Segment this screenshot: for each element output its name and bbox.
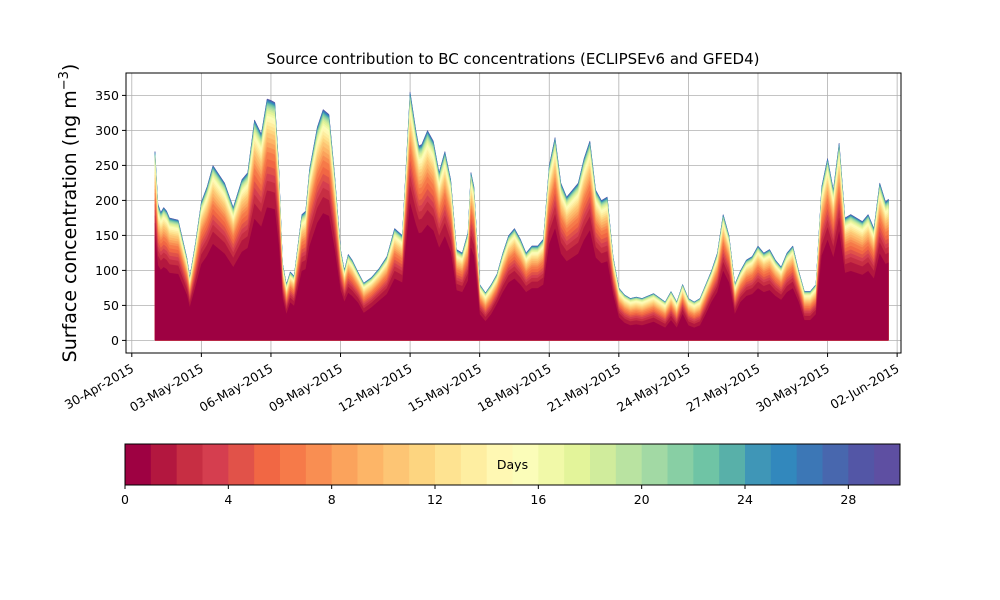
colorbar-tick-label: 0 [121, 492, 129, 507]
y-tick-label: 50 [103, 298, 119, 313]
colorbar-swatch [719, 444, 746, 485]
colorbar-tick-label: 28 [840, 492, 856, 507]
colorbar-frame [124, 443, 901, 486]
colorbar-label: Days [497, 457, 528, 472]
x-tick-label: 06-May-2015 [197, 361, 276, 415]
x-tick-label: 30-May-2015 [753, 361, 832, 415]
colorbar-swatch [409, 444, 436, 485]
colorbar-swatch [667, 444, 694, 485]
x-tick-label: 15-May-2015 [405, 361, 484, 415]
colorbar-tick-label: 16 [530, 492, 546, 507]
colorbar-swatch [848, 444, 875, 485]
colorbar-swatch [693, 444, 720, 485]
colorbar: Days 0 4 8 12 16 20 24 28 [121, 443, 901, 507]
y-tick-label: 250 [95, 158, 119, 173]
colorbar-swatch [305, 444, 333, 485]
colorbar-swatch [150, 444, 178, 485]
colorbar-tick-label: 20 [634, 492, 650, 507]
colorbar-swatch [874, 444, 901, 485]
colorbar-swatch [486, 444, 513, 485]
colorbar-swatch [512, 444, 539, 485]
x-tick-label: 09-May-2015 [266, 361, 345, 415]
colorbar-swatch [383, 444, 410, 485]
x-tick-label: 03-May-2015 [127, 361, 206, 415]
x-tick-label: 24-May-2015 [614, 361, 693, 415]
plot-frame [125, 72, 902, 354]
colorbar-swatch [125, 444, 152, 485]
y-tick-label: 200 [95, 193, 119, 208]
colorbar-swatch [796, 444, 823, 485]
colorbar-swatch [822, 444, 849, 485]
colorbar-swatch [641, 444, 668, 485]
colorbar-tick-label: 12 [427, 492, 443, 507]
y-tick-label: 350 [95, 88, 119, 103]
colorbar-tick-label: 24 [737, 492, 753, 507]
x-tick-label: 02-Jun-2015 [827, 361, 901, 412]
colorbar-swatch [202, 444, 229, 485]
colorbar-swatch [460, 444, 488, 485]
x-tick-label: 12-May-2015 [336, 361, 415, 415]
x-tick-label: 21-May-2015 [544, 361, 623, 415]
colorbar-swatch [280, 444, 307, 485]
x-tick-label: 27-May-2015 [684, 361, 763, 415]
y-tick-label: 0 [111, 333, 119, 348]
colorbar-swatch [745, 444, 772, 485]
colorbar-tick-label: 8 [328, 492, 336, 507]
colorbar-swatch [176, 444, 203, 485]
colorbar-swatch [331, 444, 358, 485]
x-tick-label: 18-May-2015 [475, 361, 554, 415]
colorbar-swatch [590, 444, 617, 485]
stacked-area-bands [154, 91, 889, 341]
colorbar-swatch [564, 444, 591, 485]
y-axis-label: Surface concentration (ng m−3) [57, 64, 81, 363]
colorbar-swatch [228, 444, 255, 485]
colorbar-swatch [538, 444, 565, 485]
y-tick-label: 150 [95, 228, 119, 243]
y-tick-label: 300 [95, 123, 119, 138]
colorbar-swatch [770, 444, 798, 485]
x-axis: 30-Apr-201503-May-201506-May-201509-May-… [62, 353, 902, 415]
x-tick-label: 30-Apr-2015 [62, 361, 136, 413]
colorbar-tick-label: 4 [224, 492, 232, 507]
y-tick-label: 100 [95, 263, 119, 278]
age-band-0-days [154, 203, 889, 341]
chart-title: Source contribution to BC concentrations… [266, 50, 759, 68]
colorbar-swatch [615, 444, 643, 485]
y-axis: 0 50 100 150 200 250 300 350 [95, 88, 126, 348]
colorbar-swatch [254, 444, 281, 485]
colorbar-swatch [435, 444, 462, 485]
colorbar-swatch [357, 444, 384, 485]
